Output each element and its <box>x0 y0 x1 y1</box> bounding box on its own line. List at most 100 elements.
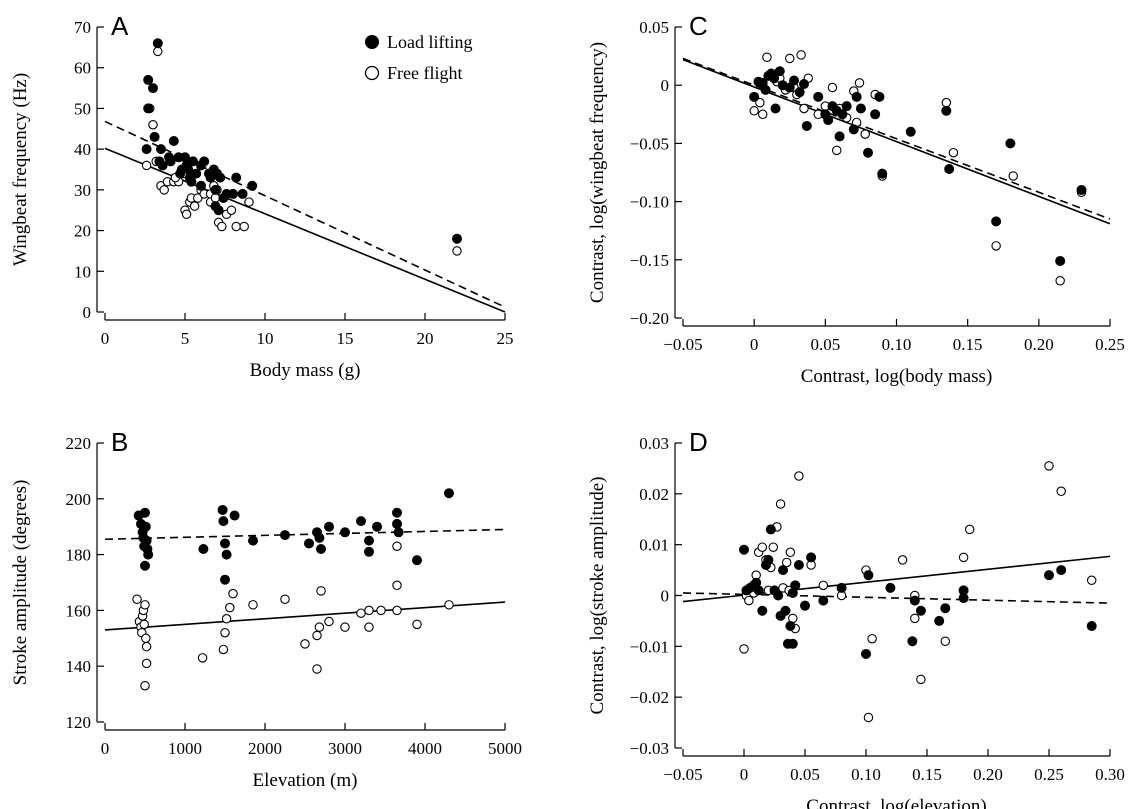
d-point-load-lifting <box>806 552 817 563</box>
b-point-free-flight <box>197 653 208 663</box>
a-point-load-lifting <box>213 205 224 216</box>
d-point-free-flight <box>910 613 920 624</box>
b-point-free-flight <box>248 600 258 610</box>
a-point-free-flight <box>148 119 158 130</box>
d-x-tick-label: 0.25 <box>1034 765 1064 784</box>
a-fit-line-load-lifting <box>104 120 506 308</box>
d-point-free-flight <box>757 542 768 552</box>
b-point-load-lifting <box>218 516 229 527</box>
a-point-load-lifting <box>152 38 163 49</box>
b-point-load-lifting <box>221 549 232 560</box>
a-point-load-lifting <box>186 176 197 187</box>
a-point-free-flight <box>141 160 152 171</box>
b-y-tick-label: 140 <box>66 657 92 676</box>
d-panel-letter: D <box>689 427 708 457</box>
c-point-load-lifting <box>863 147 874 158</box>
b-point-load-lifting <box>355 516 366 527</box>
b-point-load-lifting <box>219 538 230 549</box>
legend-label-load-lifting: Load lifting <box>387 32 472 52</box>
b-point-free-flight <box>444 600 454 610</box>
c-point-load-lifting <box>834 131 845 142</box>
c-point-load-lifting <box>851 91 862 102</box>
c-y-tick-label: 0 <box>661 76 670 95</box>
b-point-load-lifting <box>219 574 230 585</box>
legend-label-free-flight: Free flight <box>387 63 462 83</box>
a-point-load-lifting <box>231 172 242 183</box>
c-point-load-lifting <box>760 84 771 95</box>
d-y-tick-label: 0 <box>661 587 670 606</box>
b-point-free-flight <box>314 622 325 632</box>
d-point-load-lifting <box>861 648 872 659</box>
d-x-tick-label: 0.30 <box>1095 765 1125 784</box>
a-panel-letter: A <box>111 11 129 41</box>
d-point-load-lifting <box>739 544 750 555</box>
c-x-tick-label: 0.20 <box>1024 335 1054 354</box>
b-point-load-lifting <box>247 535 258 546</box>
d-x-tick-label: 0.15 <box>912 765 942 784</box>
c-point-load-lifting <box>813 91 824 102</box>
a-point-load-lifting <box>191 168 202 179</box>
a-point-load-lifting <box>210 184 221 195</box>
d-point-free-flight <box>1044 461 1054 471</box>
b-point-load-lifting <box>363 546 374 557</box>
c-point-load-lifting <box>991 216 1002 227</box>
c-point-load-lifting <box>944 164 955 175</box>
d-x-tick-label: 0.20 <box>973 765 1003 784</box>
a-point-free-flight <box>244 197 254 207</box>
b-point-free-flight <box>280 594 290 604</box>
a-point-load-lifting <box>195 180 206 191</box>
b-point-free-flight <box>141 641 152 652</box>
d-point-load-lifting <box>885 582 896 593</box>
b-point-load-lifting <box>217 504 228 515</box>
b-x-tick-label: 5000 <box>488 739 522 758</box>
d-point-load-lifting <box>765 524 776 535</box>
a-point-load-lifting <box>147 83 158 94</box>
a-point-load-lifting <box>199 156 210 167</box>
b-point-free-flight <box>312 664 322 674</box>
c-point-free-flight <box>757 109 768 120</box>
b-point-free-flight <box>392 541 402 551</box>
c-point-free-flight <box>991 241 1001 251</box>
b-y-tick-label: 160 <box>66 601 92 620</box>
a-x-tick-label: 15 <box>337 329 354 348</box>
c-point-free-flight <box>1008 171 1018 181</box>
d-point-free-flight <box>744 595 754 606</box>
b-point-load-lifting <box>391 518 402 529</box>
a-x-tick-label: 25 <box>497 329 514 348</box>
c-y-tick-label: −0.05 <box>630 134 669 153</box>
a-point-load-lifting <box>168 135 179 146</box>
d-point-free-flight <box>964 524 975 535</box>
b-x-tick-label: 3000 <box>328 739 362 758</box>
d-point-load-lifting <box>1044 570 1055 581</box>
b-x-tick-label: 2000 <box>248 739 282 758</box>
b-point-load-lifting <box>339 527 350 538</box>
c-point-load-lifting <box>877 168 888 179</box>
d-point-free-flight <box>867 633 877 644</box>
c-point-load-lifting <box>941 105 952 116</box>
c-point-load-lifting <box>1076 184 1087 195</box>
b-point-free-flight <box>392 605 402 616</box>
c-point-free-flight <box>831 145 842 156</box>
b-point-free-flight <box>132 594 142 604</box>
c-point-free-flight <box>799 103 809 114</box>
b-point-free-flight <box>140 680 150 691</box>
b-point-load-lifting <box>411 555 422 566</box>
b-y-tick-label: 220 <box>66 434 92 453</box>
c-point-load-lifting <box>749 91 760 102</box>
a-x-tick-label: 10 <box>257 329 274 348</box>
a-point-load-lifting <box>215 172 226 183</box>
a-y-tick-label: 10 <box>74 262 91 281</box>
a-point-load-lifting <box>237 188 248 199</box>
c-point-free-flight <box>755 97 765 108</box>
d-y-tick-label: 0.03 <box>639 434 669 453</box>
a-point-free-flight <box>239 221 249 232</box>
d-x-tick-label: 0 <box>740 765 749 784</box>
d-point-free-flight <box>863 712 874 723</box>
d-point-load-lifting <box>836 582 847 593</box>
a-point-load-lifting <box>451 233 462 244</box>
b-point-load-lifting <box>229 510 240 521</box>
c-point-load-lifting <box>801 120 812 131</box>
b-x-tick-label: 0 <box>101 739 110 758</box>
b-point-free-flight <box>140 600 150 610</box>
